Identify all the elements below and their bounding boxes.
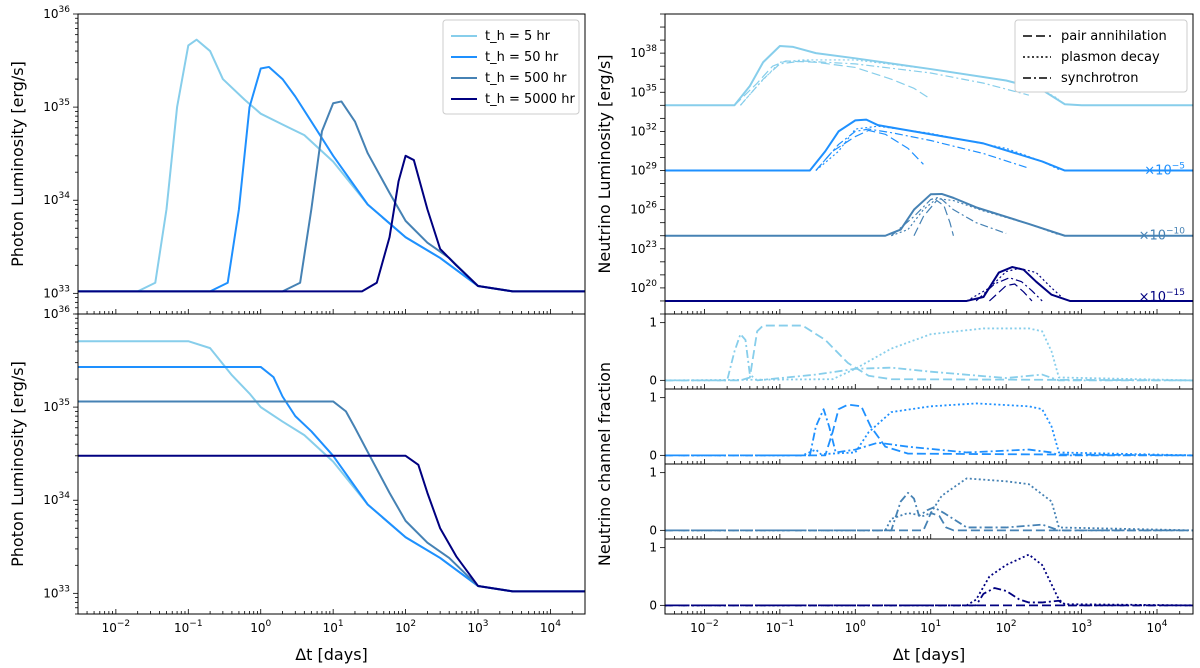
- series-line-top-right-5: [815, 129, 924, 171]
- y-tick-label: 1033: [43, 584, 70, 600]
- y-tick-label: 1035: [630, 83, 657, 99]
- series-line-top-right-11: [890, 196, 1007, 237]
- panel-fraction-500hr: 01: [649, 463, 1194, 540]
- legend-box: [1014, 19, 1188, 93]
- scale-factor-label: ×10−15: [1139, 288, 1185, 305]
- series-line-fraction-5hr-1: [665, 327, 1193, 382]
- series-line-fraction-50hr-2: [665, 408, 1193, 457]
- x-axis-label: Δt [days]: [893, 645, 966, 664]
- x-tick-label: 100: [250, 619, 271, 635]
- x-tick-label: 10−2: [690, 619, 719, 635]
- x-tick-label: 102: [996, 619, 1017, 635]
- series-line-top-right-14: [966, 267, 1066, 302]
- panel-photon-luminosity-bottom: 10−2 10−1 100 101 102 103 104 1033 1034 1035 1036 P…: [8, 305, 586, 664]
- series-line-top-right-6: [815, 125, 1060, 171]
- series-line-fraction-5000hr-2: [665, 587, 1193, 607]
- series-line-top-right-8: [665, 192, 1193, 237]
- y-tick-label: 1036: [43, 5, 70, 21]
- series-line-top-right-9: [913, 199, 955, 237]
- series-line-fraction-500hr-2: [665, 491, 1193, 532]
- x-tick-label: 103: [1071, 619, 1092, 635]
- legend: pair annihilation plasmon decay synchrotro…: [1014, 19, 1188, 93]
- x-tick-label: 104: [540, 619, 561, 635]
- y-tick-label: 1038: [630, 44, 657, 60]
- series-line-top-left-1: [78, 65, 585, 293]
- series-line-fraction-500hr-1: [665, 477, 1193, 532]
- series-line-fraction-5000hr-1: [665, 553, 1193, 607]
- series-line-fraction-5hr-0: [665, 324, 1193, 382]
- series-line-fraction-500hr-0: [665, 512, 1193, 532]
- series-line-top-right-10: [891, 198, 1060, 237]
- legend-entry: t_h = 5000 hr: [485, 92, 575, 107]
- axes-frame: [77, 313, 586, 615]
- y-axis-label: Neutrino Luminosity [erg/s]: [595, 54, 614, 273]
- y-tick-label: 1035: [43, 98, 70, 114]
- y-tick-label: 1035: [43, 398, 70, 414]
- y-tick-label: 0: [649, 448, 657, 462]
- x-tick-label: 10−1: [174, 619, 203, 635]
- x-axis-label: Δt [days]: [295, 645, 368, 664]
- y-tick-label: 1036: [43, 305, 70, 321]
- x-tick-label: 103: [468, 619, 489, 635]
- legend-box: [442, 19, 580, 115]
- x-tick-label: 101: [323, 619, 344, 635]
- scale-factor-label: ×10−10: [1139, 227, 1186, 244]
- series-line-fraction-5hr-2: [665, 333, 1193, 382]
- panel-fraction-5hr: 01: [649, 313, 1194, 390]
- series-line-top-right-7: [815, 128, 1030, 171]
- y-tick-label: 1: [649, 316, 657, 330]
- series-line-top-left-2: [78, 100, 585, 293]
- y-tick-label: 1026: [630, 201, 657, 217]
- legend-entry: synchrotron: [1061, 71, 1138, 86]
- series-line-top-right-0: [665, 45, 1193, 107]
- series-line-top-right-15: [975, 277, 1043, 302]
- series-line-top-right-12: [665, 266, 1193, 302]
- x-tick-label: 102: [395, 619, 416, 635]
- y-axis-label: Photon Luminosity [erg/s]: [8, 61, 27, 267]
- y-tick-label: 1023: [630, 240, 657, 256]
- panel-fraction-5000hr: 10−2 10−1 100 101 102 103 104 0 1 Δt [days]: [649, 538, 1194, 664]
- y-axis-label: Photon Luminosity [erg/s]: [8, 361, 27, 567]
- y-tick-label: 1: [649, 391, 657, 405]
- y-tick-label: 1032: [630, 122, 657, 138]
- y-tick-label: 0: [649, 523, 657, 537]
- y-tick-label: 1020: [630, 279, 657, 295]
- x-tick-label: 100: [845, 619, 866, 635]
- panel-neutrino-luminosity: 1020 1023 1026 1029 1032 1035 1038 Neutrino Lum…: [595, 13, 1194, 315]
- y-tick-label: 0: [649, 373, 657, 387]
- x-tick-label: 104: [1147, 619, 1168, 635]
- y-tick-label: 1033: [43, 284, 70, 300]
- y-axis-label: Neutrino channel fraction: [595, 362, 614, 566]
- legend-entry: plasmon decay: [1061, 50, 1160, 65]
- y-tick-label: 1029: [630, 162, 657, 178]
- legend-entry: t_h = 50 hr: [485, 50, 559, 65]
- series-line-top-right-13: [989, 283, 1033, 302]
- x-tick-label: 10−1: [766, 619, 795, 635]
- series-line-top-right-4: [665, 118, 1193, 172]
- legend: t_h = 5 hr t_h = 50 hr t_h = 500 hr t_h = 5…: [442, 19, 580, 115]
- series-line-bottom-left-3: [78, 454, 585, 593]
- y-tick-label: 0: [649, 598, 657, 612]
- legend-entry: pair annihilation: [1061, 29, 1167, 44]
- x-tick-label: 10−2: [102, 619, 131, 635]
- scale-factor-label: ×10−5: [1144, 162, 1185, 179]
- axes-frame: [664, 538, 1194, 615]
- series-line-top-right-1: [734, 60, 932, 106]
- y-tick-label: 1034: [43, 491, 70, 507]
- series-line-bottom-left-0: [78, 340, 585, 593]
- x-tick-label: 101: [920, 619, 941, 635]
- legend-entry: t_h = 500 hr: [485, 71, 567, 86]
- series-line-bottom-left-2: [78, 400, 585, 593]
- series-line-fraction-50hr-0: [665, 403, 1193, 457]
- axes-frame: [664, 463, 1194, 540]
- y-tick-label: 1: [649, 466, 657, 480]
- legend-entry: t_h = 5 hr: [485, 29, 551, 44]
- y-tick-label: 1034: [43, 191, 70, 207]
- series-line-fraction-50hr-1: [665, 402, 1193, 457]
- series-line-top-right-3: [739, 60, 1030, 106]
- y-tick-label: 1: [649, 541, 657, 555]
- series-line-top-left-3: [78, 154, 585, 293]
- panel-photon-luminosity-top: 1033 1034 1035 1036 Photon Luminosity [erg/s…: [8, 5, 586, 315]
